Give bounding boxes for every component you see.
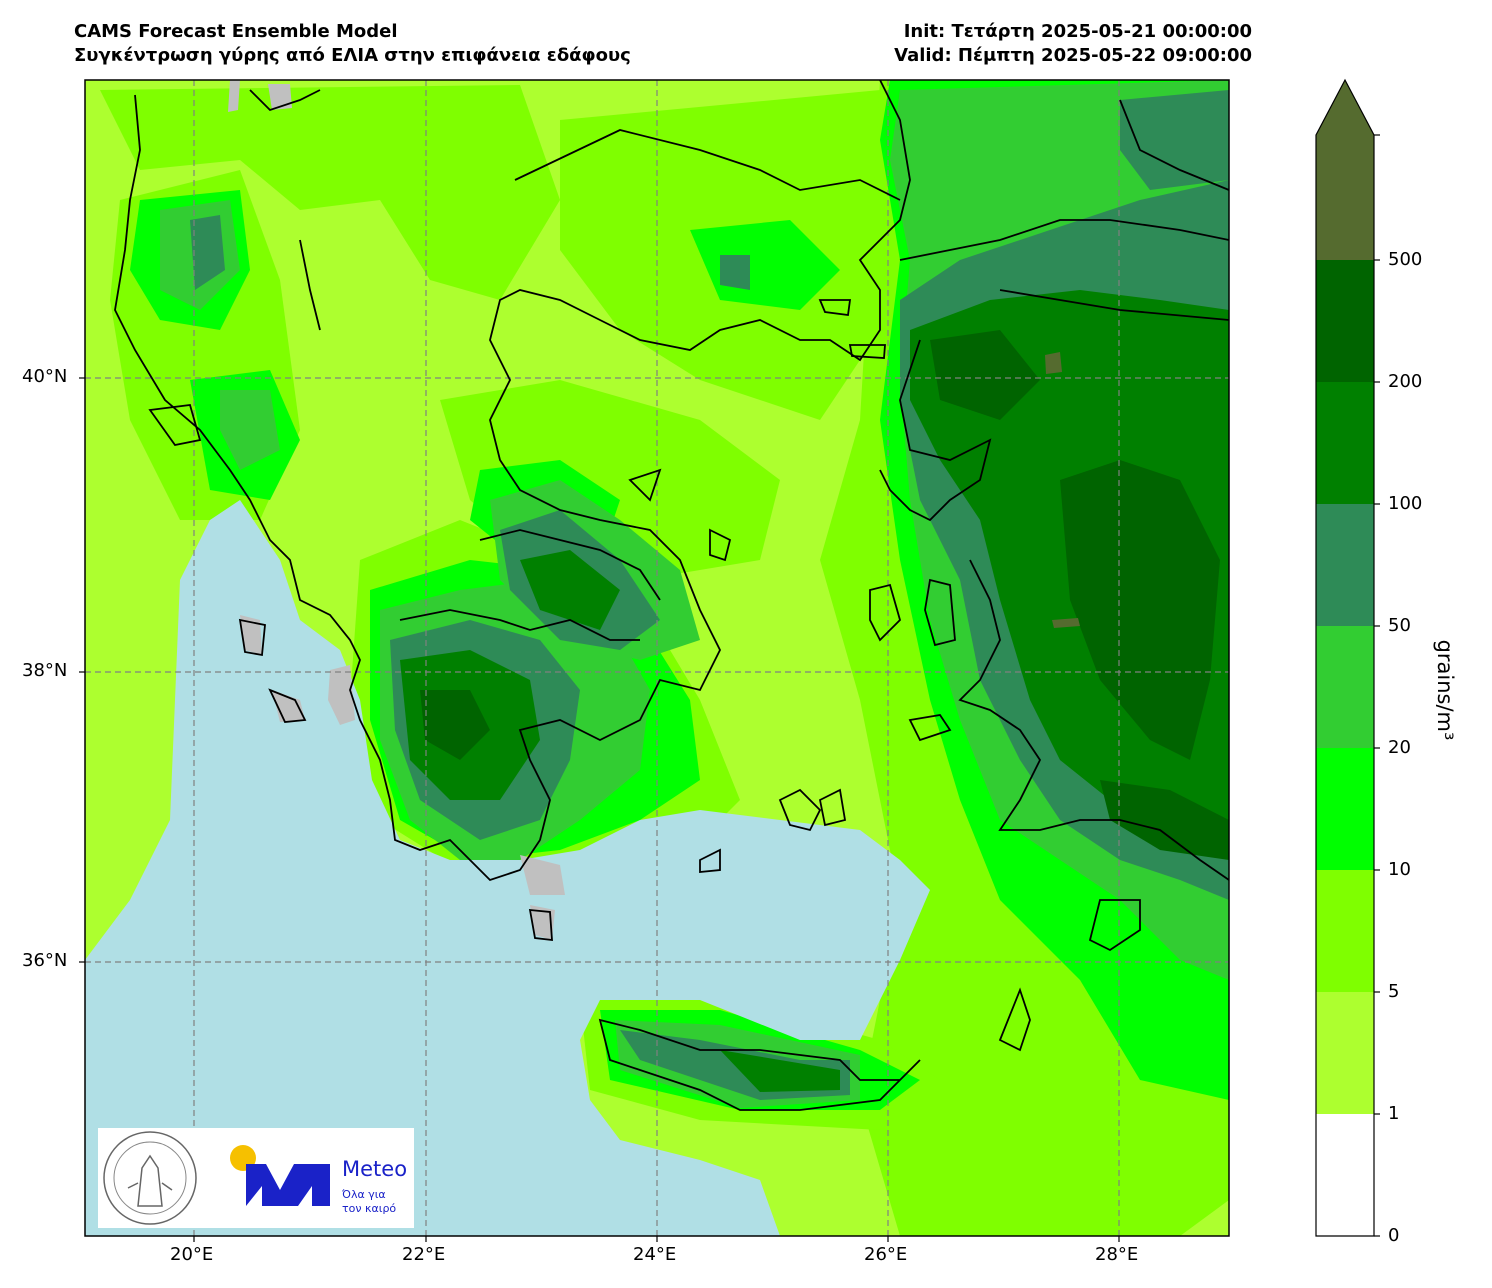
axis-ticks [79,377,1120,1242]
lat-tick-label: 38°N [22,660,68,681]
land-outside-greece [228,80,292,112]
colorbar-tick-label: 0 [1388,1225,1400,1246]
colorbar-tick-label: 200 [1388,371,1423,392]
lat-tick-label: 36°N [22,950,68,971]
meteo-tagline-1: Όλα για [341,1188,386,1201]
lon-tick-label: 20°E [170,1244,214,1265]
lon-tick-label: 28°E [1095,1244,1139,1265]
sea-ionian [85,500,930,1236]
forecast-times: Init: Τετάρτη 2025-05-21 00:00:00 Valid:… [894,20,1252,68]
lon-tick-label: 22°E [402,1244,446,1265]
lat-tick-label: 40°N [22,366,68,387]
colorbar-tick-label: 5 [1388,981,1400,1002]
observatory-seal-icon [103,1131,197,1225]
colorbar-tick-label: 100 [1388,493,1423,514]
logos-graphic: Meteo Όλα για τον καιρό [103,1131,407,1225]
meteo-tagline-2: τον καιρό [342,1202,396,1215]
lon-tick-label: 24°E [633,1244,677,1265]
title-line-1: CAMS Forecast Ensemble Model [74,21,398,42]
field-level-200 [420,330,1229,860]
colorbar-unit-label: grains/m³ [1433,639,1457,741]
colorbar-tick-label: 50 [1388,615,1411,636]
field-level-500 [1045,352,1080,628]
meteo-brand-name: Meteo [342,1157,407,1181]
title-line-2: Συγκέντρωση γύρης από ΕΛΙΑ στην επιφάνει… [74,45,631,66]
coastlines [114,80,1229,1111]
logos-panel: Meteo Όλα για τον καιρό [98,1128,414,1228]
meteo-logo-icon [230,1145,330,1206]
colorbar-tick-label: 20 [1388,737,1411,758]
colorbar-tick-label: 10 [1388,859,1411,880]
lon-tick-label: 26°E [864,1244,908,1265]
map-gridlines [85,80,1229,1236]
colorbar-tick-label: 1 [1388,1103,1400,1124]
valid-time: Valid: Πέμπτη 2025-05-22 09:00:00 [894,45,1252,66]
init-time: Init: Τετάρτη 2025-05-21 00:00:00 [903,21,1252,42]
colorbar-tick-label: 500 [1388,249,1423,270]
map-title: CAMS Forecast Ensemble Model Συγκέντρωση… [74,20,631,68]
